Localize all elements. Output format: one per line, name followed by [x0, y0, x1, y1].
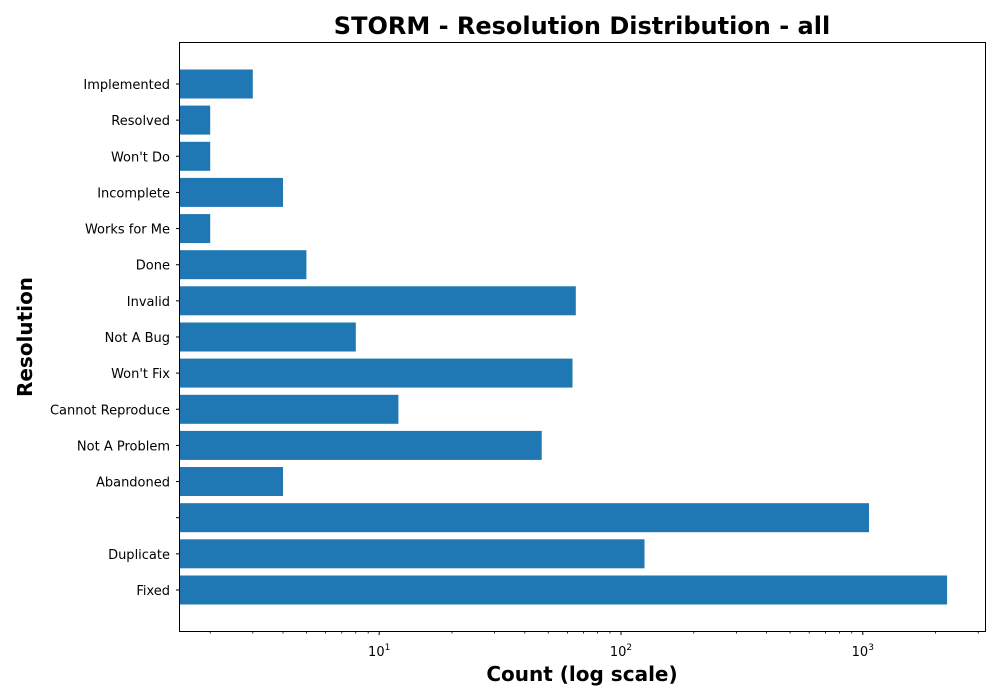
bar [180, 141, 211, 171]
x-tick-label: 102 [610, 643, 632, 660]
y-tick-label: Incomplete [97, 186, 170, 201]
bar [180, 503, 869, 533]
bar [180, 177, 283, 207]
bar [180, 394, 399, 424]
x-tick-label: 101 [368, 643, 390, 660]
y-tick-label: Resolved [111, 114, 170, 129]
bar [180, 214, 211, 244]
y-tick-label: Duplicate [108, 548, 170, 563]
bar [180, 575, 948, 605]
bar [180, 467, 283, 496]
bars-group [180, 69, 948, 605]
y-tick-label: Done [136, 259, 170, 274]
plot-frame [179, 42, 986, 632]
y-tick-label: Implemented [83, 78, 170, 93]
bar [180, 105, 211, 135]
bar [180, 322, 356, 352]
bar [180, 430, 542, 460]
x-tick-label: 103 [852, 643, 874, 660]
y-tick-label: Not A Problem [77, 439, 170, 454]
y-axis-label: Resolution [13, 277, 37, 397]
y-tick-label: Cannot Reproduce [50, 403, 170, 418]
bar [180, 69, 253, 99]
bar [180, 358, 573, 388]
y-tick-label: Invalid [127, 295, 170, 310]
bar [180, 286, 576, 316]
x-ticks-group: 101 102 103 [209, 631, 979, 660]
chart-title: STORM - Resolution Distribution - all [334, 12, 830, 40]
y-ticks-group: Implemented Resolved Won't Do Incomplete Wor… [50, 78, 180, 599]
bar [180, 250, 307, 280]
x-axis-label: Count (log scale) [486, 662, 677, 686]
y-tick-label: Abandoned [96, 476, 170, 491]
y-tick-label: Works for Me [85, 223, 170, 238]
y-tick-label: Not A Bug [105, 331, 170, 346]
y-tick-label: Won't Fix [111, 367, 170, 382]
y-tick-label: Fixed [136, 584, 170, 599]
bar [180, 539, 645, 569]
y-tick-label: Won't Do [111, 150, 170, 165]
